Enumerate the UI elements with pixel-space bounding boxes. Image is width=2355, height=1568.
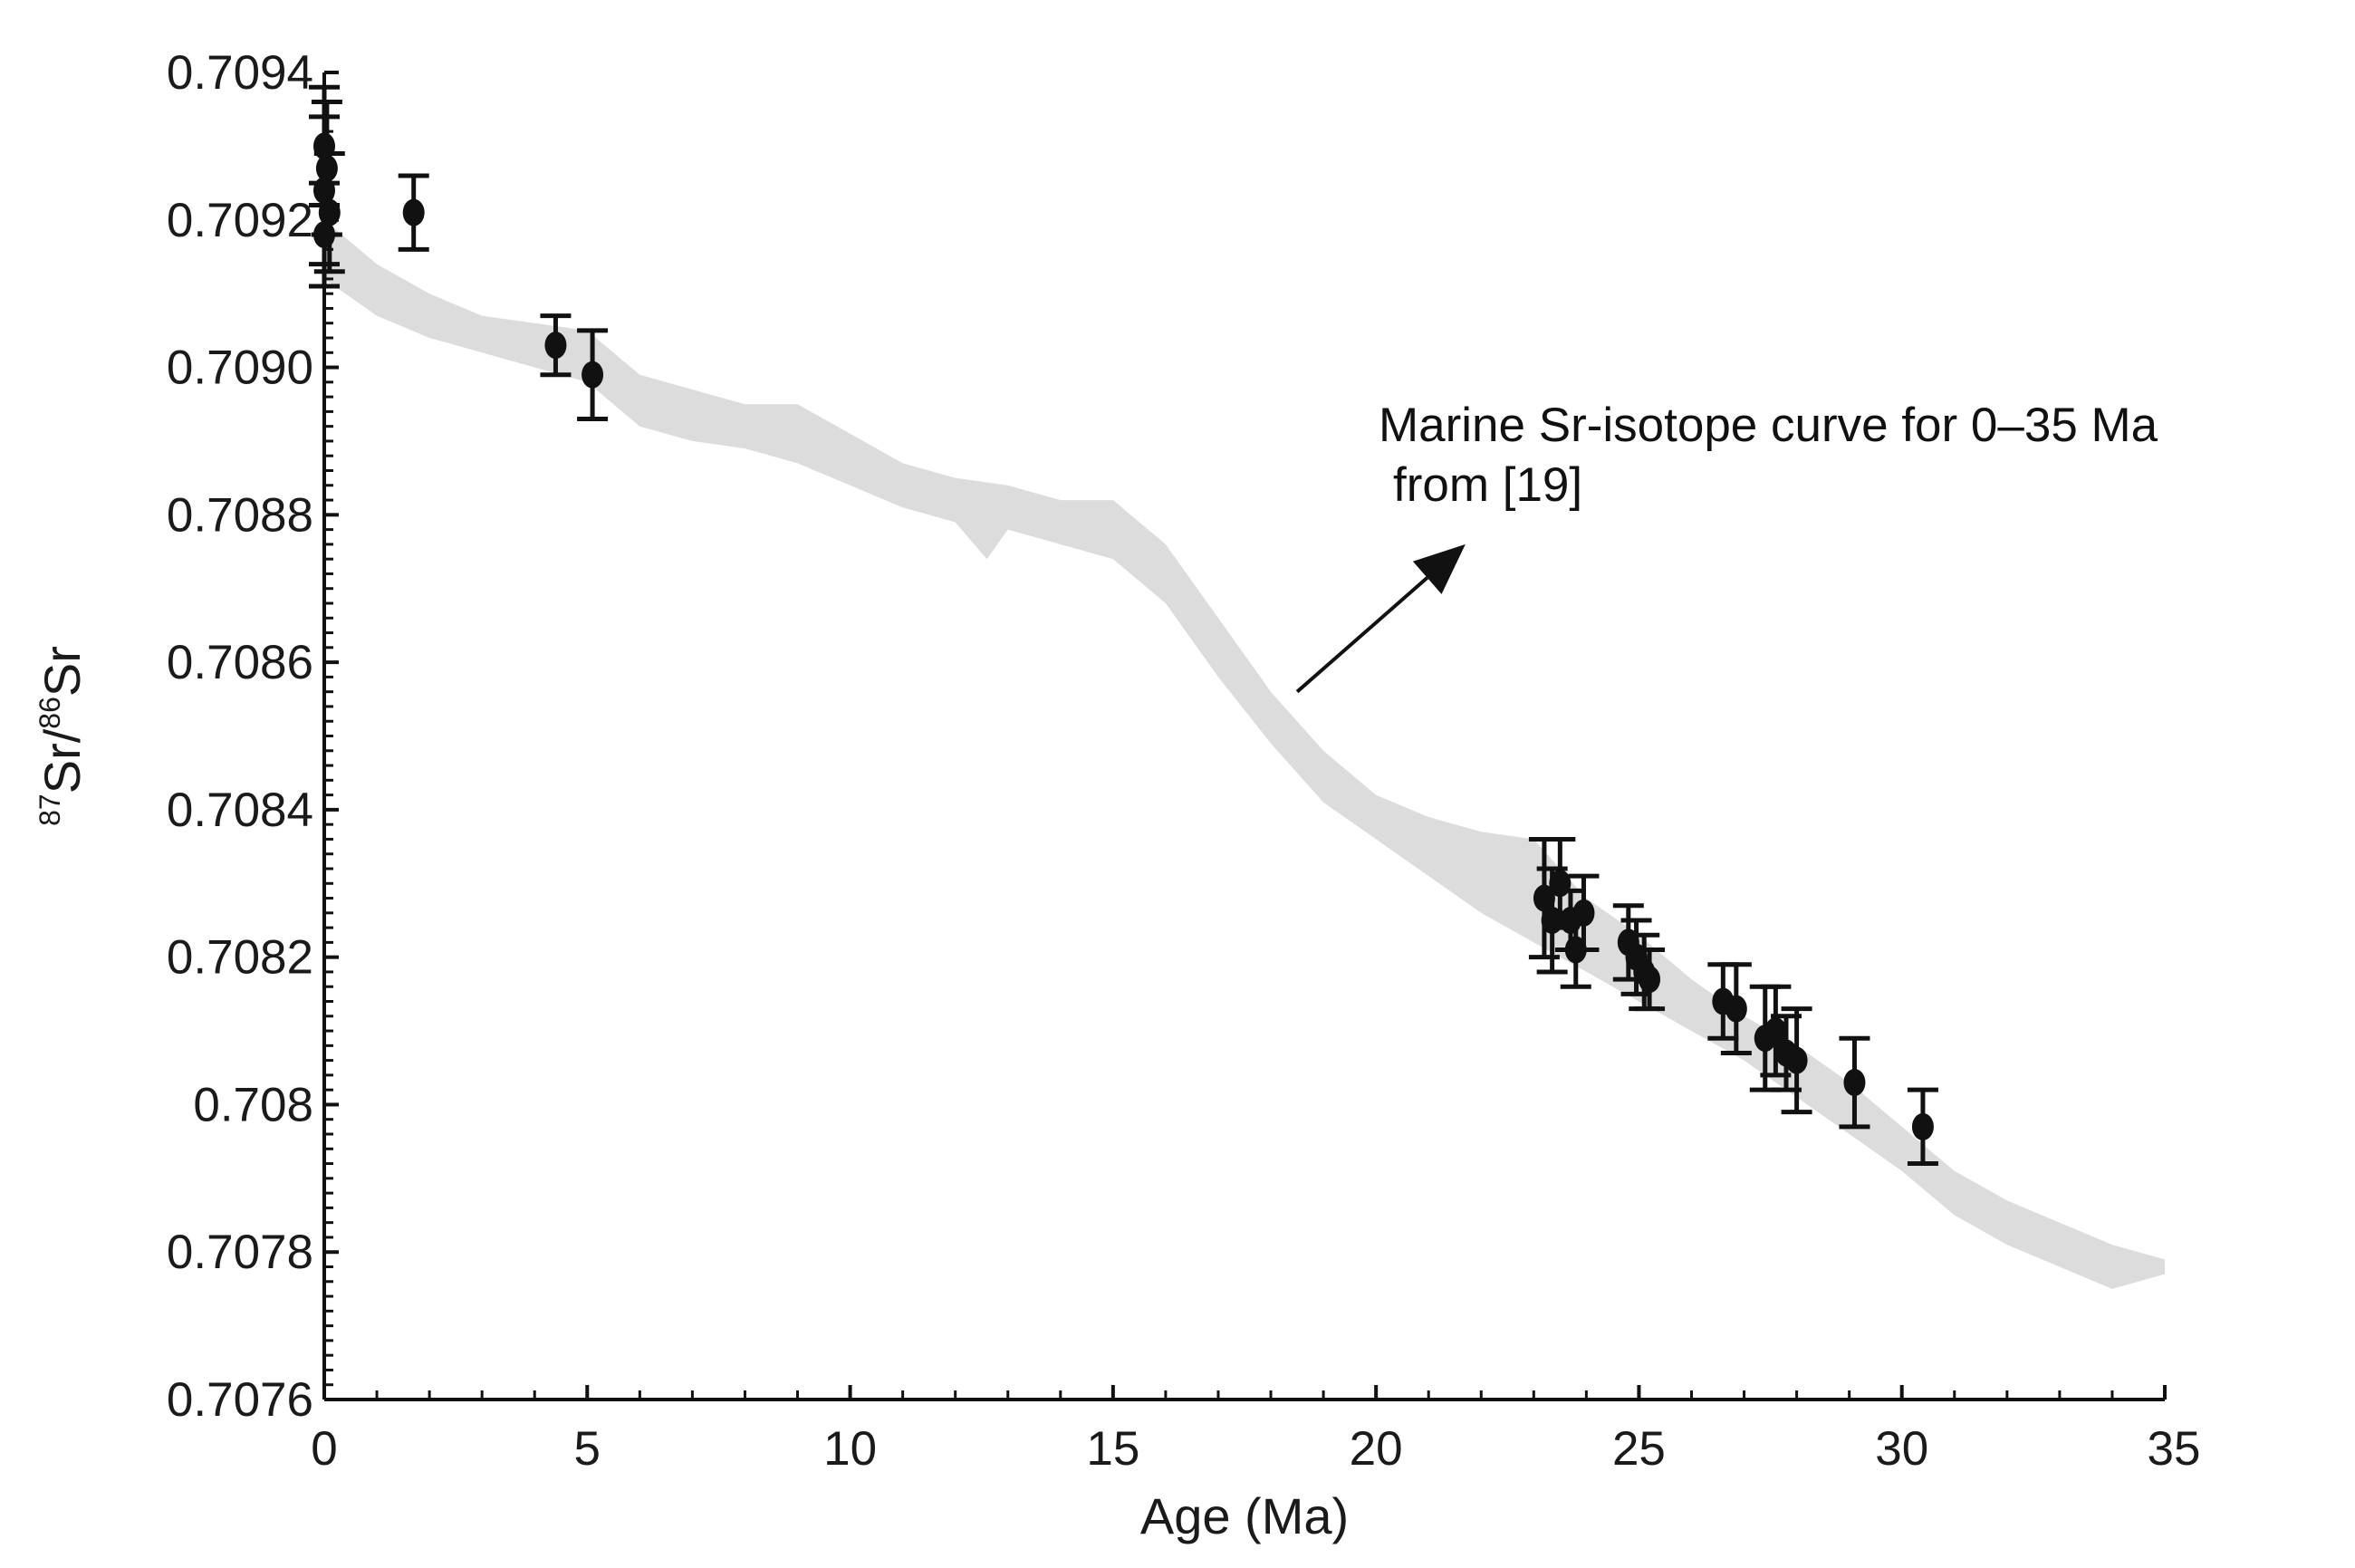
marine-curve-band <box>324 219 2165 1289</box>
y-title-sup-86: 86 <box>34 697 66 729</box>
y-tick-label: 0.7078 <box>167 1226 313 1279</box>
data-point <box>309 180 340 289</box>
data-point <box>1839 1035 1870 1130</box>
x-tick-label: 35 <box>2148 1422 2201 1476</box>
y-tick-label: 0.7094 <box>167 46 313 100</box>
data-point <box>1528 836 1560 960</box>
y-title-sr-slash: Sr/ <box>34 728 91 794</box>
data-points <box>309 84 1938 1167</box>
data-point <box>1781 1006 1812 1115</box>
point-marker <box>1572 899 1595 927</box>
svg-text:87Sr/86Sr: 87Sr/86Sr <box>34 646 91 826</box>
x-ticks: 0 5 10 15 20 25 30 35 <box>311 1385 2200 1476</box>
y-tick-label: 0.7090 <box>167 341 313 395</box>
point-marker <box>313 221 335 249</box>
x-tick-label: 0 <box>311 1422 337 1476</box>
x-tick-label: 25 <box>1612 1422 1666 1476</box>
point-marker <box>1764 1017 1787 1045</box>
y-title-sr: Sr <box>34 646 91 697</box>
point-marker <box>582 361 604 389</box>
point-marker <box>1843 1069 1866 1097</box>
point-marker <box>402 198 425 226</box>
point-marker <box>1533 884 1555 912</box>
point-marker <box>315 154 338 182</box>
annotation-arrow <box>1295 576 1429 694</box>
data-point <box>1568 873 1600 953</box>
x-axis-title: Age (Ma) <box>1140 1487 1349 1544</box>
y-tick-label: 0.7092 <box>167 194 313 247</box>
annotation-line-2: from [19] <box>1393 458 1582 512</box>
data-point <box>540 313 572 378</box>
x-tick-label: 20 <box>1350 1422 1403 1476</box>
y-ticks: 0.7076 0.7078 0.708 0.7082 0.7084 0.7086 0.708… <box>167 46 339 1427</box>
annotation-line-1: Marine Sr-isotope curve for 0–35 Ma <box>1379 399 2158 452</box>
x-tick-label: 15 <box>1086 1422 1139 1476</box>
y-tick-label: 0.708 <box>193 1078 313 1131</box>
data-point <box>1907 1087 1938 1167</box>
data-point <box>577 328 609 422</box>
y-tick-label: 0.7088 <box>167 488 313 542</box>
y-title-sup-87: 87 <box>34 794 66 826</box>
x-tick-label: 10 <box>823 1422 877 1476</box>
y-tick-label: 0.7076 <box>167 1373 313 1427</box>
point-marker <box>1785 1046 1808 1074</box>
y-tick-label: 0.7084 <box>167 784 313 837</box>
point-marker <box>1639 966 1661 994</box>
x-tick-label: 5 <box>574 1422 601 1476</box>
y-tick-label: 0.7082 <box>167 931 313 985</box>
point-marker <box>544 332 567 360</box>
x-tick-label: 30 <box>1875 1422 1928 1476</box>
annotation-arrowhead <box>1412 544 1466 594</box>
data-point <box>1720 962 1752 1055</box>
marine-curve-band-layer <box>324 219 2165 1289</box>
point-marker <box>1911 1112 1934 1140</box>
data-point <box>1634 948 1666 1012</box>
point-marker <box>1725 995 1747 1023</box>
data-point <box>398 173 429 252</box>
y-axis-title: 87Sr/86Sr <box>34 646 91 826</box>
y-tick-label: 0.7086 <box>167 636 313 689</box>
